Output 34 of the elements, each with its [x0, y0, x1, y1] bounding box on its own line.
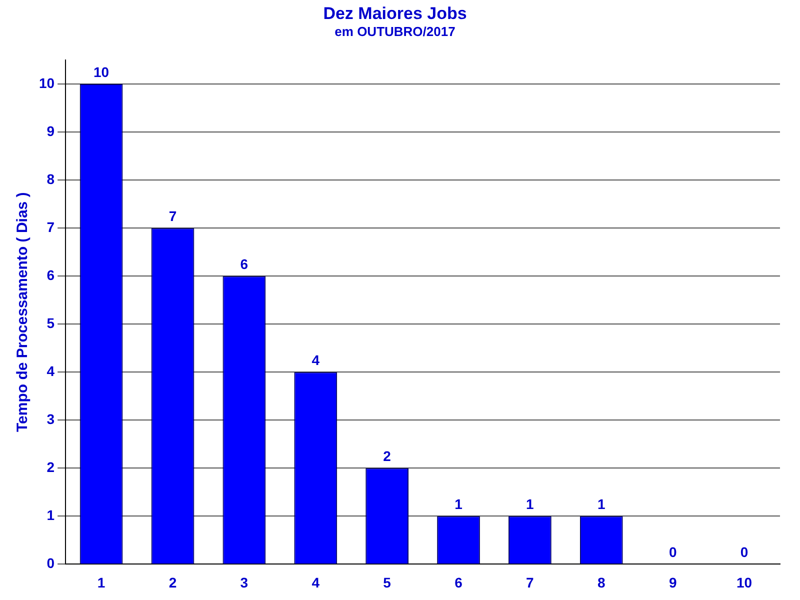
x-tick-label: 5 — [383, 574, 392, 590]
y-tick-label: 3 — [46, 411, 55, 427]
chart-title: Dez Maiores Jobs — [323, 4, 467, 23]
chart-subtitle: em OUTUBRO/2017 — [334, 24, 456, 39]
data-label: 6 — [240, 256, 248, 272]
y-tick-label: 9 — [46, 122, 55, 139]
y-tick-label: 5 — [46, 314, 55, 331]
y-axis-title: Tempo de Processamento ( Dias ) — [14, 192, 32, 432]
y-tick-label: 8 — [46, 170, 55, 187]
data-label: 1 — [526, 496, 534, 512]
x-tick-label: 1 — [97, 574, 106, 590]
x-tick-label: 7 — [526, 574, 534, 590]
x-tick-label: 4 — [312, 574, 320, 590]
x-tick-label: 10 — [736, 574, 752, 590]
y-tick-label: 10 — [38, 74, 55, 91]
y-tick-label: 2 — [46, 459, 55, 476]
data-label: 1 — [454, 496, 463, 512]
x-tick-label: 8 — [597, 574, 606, 590]
x-tick-label: 6 — [454, 574, 463, 590]
y-tick-label: 7 — [46, 218, 55, 235]
data-label: 10 — [94, 64, 110, 80]
data-label: 0 — [740, 544, 748, 560]
y-tick-label: 1 — [46, 507, 55, 524]
x-tick-label: 9 — [668, 574, 677, 590]
y-tick-label: 4 — [46, 362, 55, 379]
y-tick-label: 0 — [46, 555, 55, 572]
data-label: 7 — [168, 208, 177, 224]
data-label: 2 — [383, 448, 392, 464]
data-label: 1 — [597, 496, 606, 512]
x-tick-label: 2 — [168, 574, 177, 590]
data-label: 4 — [312, 352, 320, 368]
data-label: 0 — [668, 544, 677, 560]
y-tick-label: 6 — [46, 266, 55, 283]
x-tick-label: 3 — [240, 574, 248, 590]
